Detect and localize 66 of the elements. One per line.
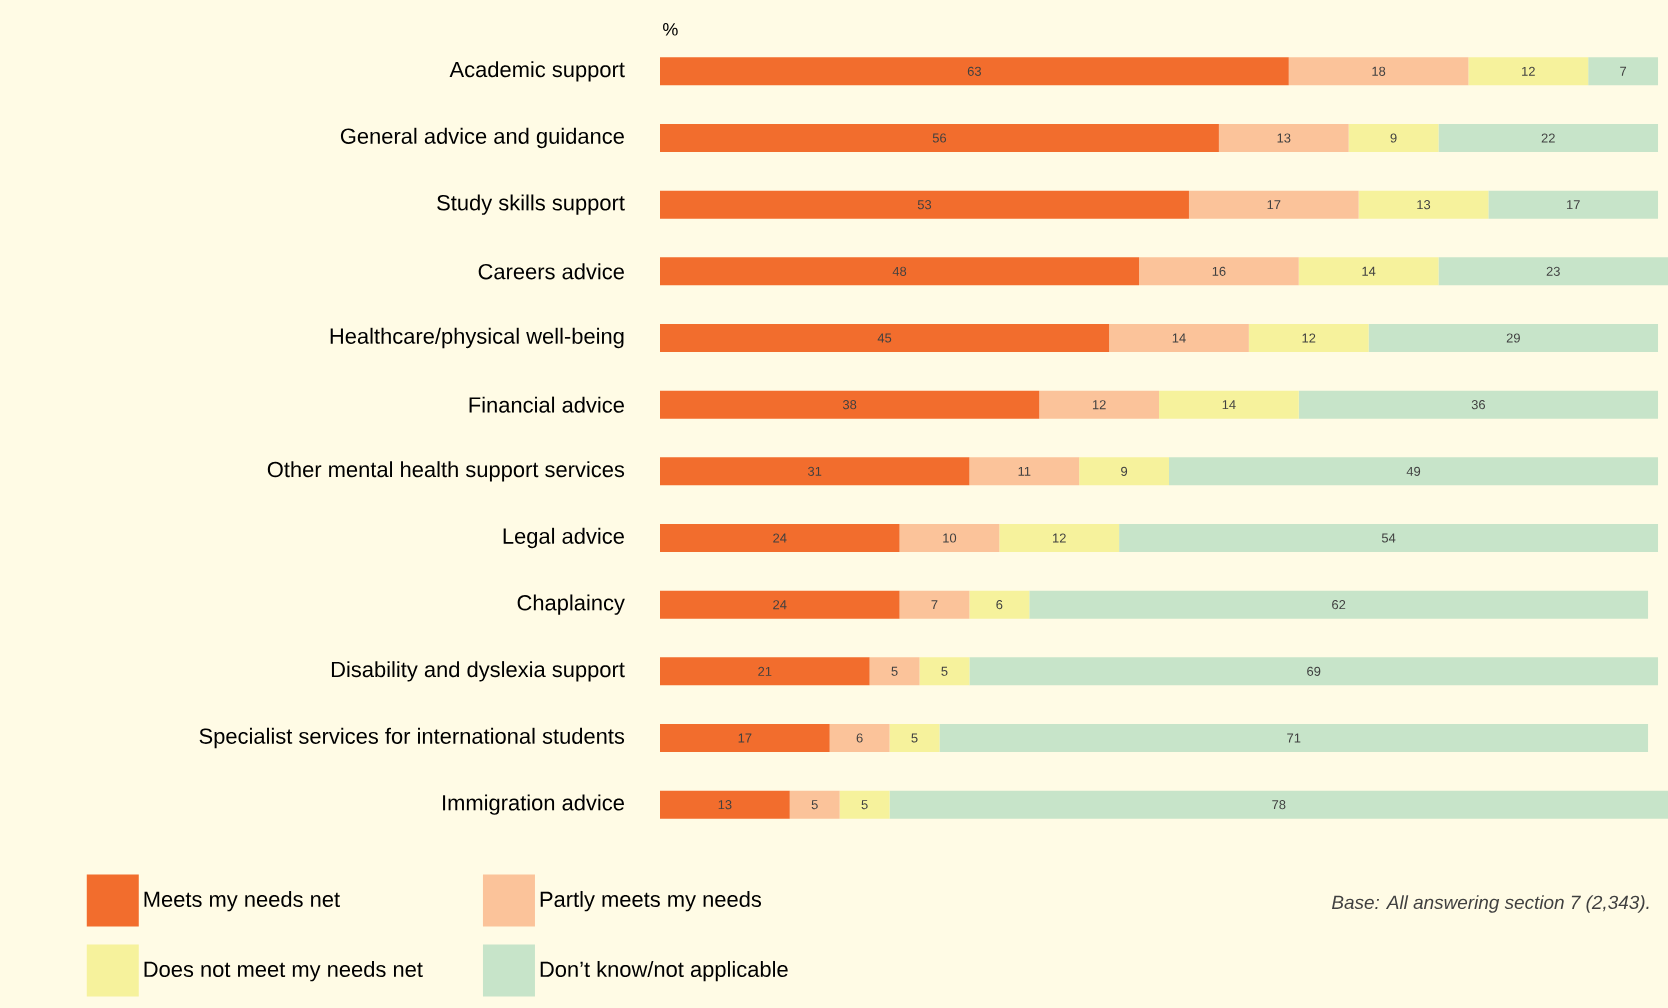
y-tick-label: Academic support — [449, 61, 625, 82]
bar — [889, 724, 940, 753]
bar — [839, 790, 890, 819]
bar — [660, 590, 900, 619]
bar — [1468, 57, 1589, 86]
text: Base: All answering section 7 (2,343). — [1331, 895, 1649, 913]
bar — [660, 190, 1189, 219]
y-tick-label: Healthcare/physical well-being — [330, 327, 624, 349]
bar — [660, 724, 830, 753]
y-tick-label: Study skills support — [437, 194, 625, 215]
bar — [999, 524, 1120, 553]
bar — [969, 590, 1030, 619]
legend-label: Does not meet my needs net — [144, 960, 423, 982]
bar — [660, 390, 1040, 419]
bar — [1159, 390, 1299, 419]
bar — [660, 57, 1289, 86]
bar — [660, 790, 790, 819]
y-tick-label: Specialist services for international students — [199, 727, 625, 749]
bar — [869, 657, 920, 686]
bar — [1588, 57, 1659, 86]
bar — [1298, 390, 1659, 419]
bar — [1368, 324, 1659, 352]
bar — [1119, 524, 1659, 553]
bar — [1438, 257, 1668, 286]
bar — [1169, 457, 1659, 486]
bar — [1218, 124, 1349, 152]
legend-label: Partly meets my needs — [540, 890, 762, 912]
legend-label: Meets my needs net — [144, 890, 340, 912]
bar — [1188, 190, 1359, 219]
x-axis-title: % — [663, 23, 678, 36]
bar — [660, 324, 1110, 352]
bar — [1139, 257, 1299, 286]
bar — [1029, 590, 1649, 619]
bar — [1288, 57, 1469, 86]
bar — [969, 657, 1659, 686]
bar — [829, 724, 890, 753]
y-tick-label: Careers advice — [478, 263, 624, 280]
bar — [1348, 124, 1439, 152]
bar — [1488, 190, 1659, 219]
bar — [899, 524, 1000, 553]
bar — [1438, 124, 1659, 152]
y-tick-label: Chaplaincy — [517, 594, 625, 615]
bar — [899, 590, 970, 619]
bar — [919, 657, 970, 686]
bar — [1039, 390, 1160, 419]
y-tick-label: Immigration advice — [443, 794, 624, 815]
bar — [1358, 190, 1489, 219]
bar — [660, 524, 900, 553]
legend-label: Don’t know/not applicable — [540, 960, 788, 982]
bar — [660, 657, 870, 686]
y-tick-label: Disability and dyslexia support — [331, 661, 625, 682]
bar — [1298, 257, 1439, 286]
bar — [889, 790, 1668, 819]
y-tick-label: Financial advice — [469, 396, 624, 413]
bar — [939, 724, 1649, 753]
y-tick-label: Other mental health support services — [267, 461, 625, 482]
y-tick-label: General advice and guidance — [340, 127, 624, 149]
bar — [660, 257, 1140, 286]
bar — [660, 457, 970, 486]
bar — [1079, 457, 1169, 486]
bar — [789, 790, 840, 819]
y-tick-label: Legal advice — [503, 527, 624, 549]
bar — [660, 124, 1219, 152]
bar — [1109, 324, 1249, 352]
bar — [1248, 324, 1369, 352]
bar — [969, 457, 1080, 486]
